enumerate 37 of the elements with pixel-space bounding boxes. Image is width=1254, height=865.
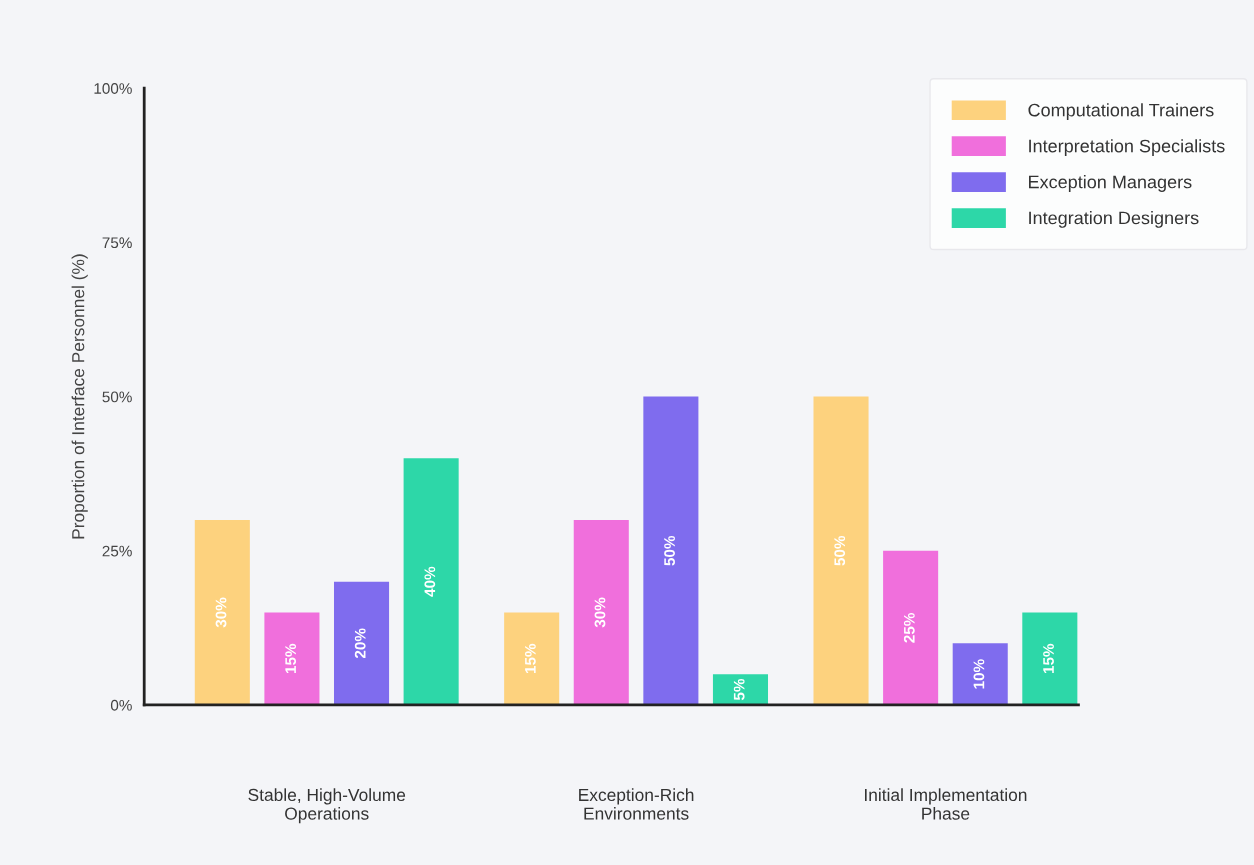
bar bbox=[504, 612, 560, 705]
y-tick-label: 25% bbox=[102, 545, 132, 557]
data-label: 50% bbox=[664, 535, 675, 566]
bar bbox=[883, 550, 939, 705]
y-tick-label: 50% bbox=[102, 391, 132, 403]
bar bbox=[1022, 612, 1078, 705]
bar bbox=[813, 396, 869, 705]
x-tick-label: Stable, High-Volume Operations bbox=[248, 788, 406, 824]
data-label: 25% bbox=[903, 612, 915, 643]
bar bbox=[712, 674, 769, 705]
y-tick-label: 75% bbox=[102, 237, 132, 249]
bar bbox=[643, 396, 699, 705]
data-label: 10% bbox=[973, 659, 985, 689]
bar bbox=[403, 458, 459, 705]
bar bbox=[952, 643, 1008, 705]
data-label: 40% bbox=[424, 566, 436, 597]
legend-label: Integration Designers bbox=[1029, 211, 1199, 228]
bar bbox=[573, 519, 629, 705]
y-tick-label: 100% bbox=[94, 83, 132, 94]
data-label: 15% bbox=[1043, 643, 1054, 674]
y-axis-title: Proportion of Interface Personnel (%) bbox=[71, 254, 88, 539]
data-label: 15% bbox=[285, 643, 297, 674]
y-tick-label: 0% bbox=[110, 699, 132, 711]
data-label: 20% bbox=[354, 628, 366, 659]
legend-label: Exception Managers bbox=[1029, 175, 1192, 192]
data-label: 5% bbox=[733, 678, 745, 701]
bar bbox=[333, 581, 390, 705]
legend-label: Computational Trainers bbox=[1028, 103, 1214, 121]
data-label: 15% bbox=[524, 643, 536, 674]
bar bbox=[194, 519, 250, 705]
bar bbox=[264, 612, 320, 705]
data-label: 50% bbox=[834, 535, 846, 566]
x-tick-label: Initial Implementation Phase bbox=[865, 788, 1027, 820]
x-tick-label: Exception-Rich Environments bbox=[579, 788, 694, 820]
data-label: 30% bbox=[594, 597, 606, 628]
data-label: 30% bbox=[215, 597, 227, 628]
legend-label: Interpretation Specialists bbox=[1029, 139, 1225, 156]
